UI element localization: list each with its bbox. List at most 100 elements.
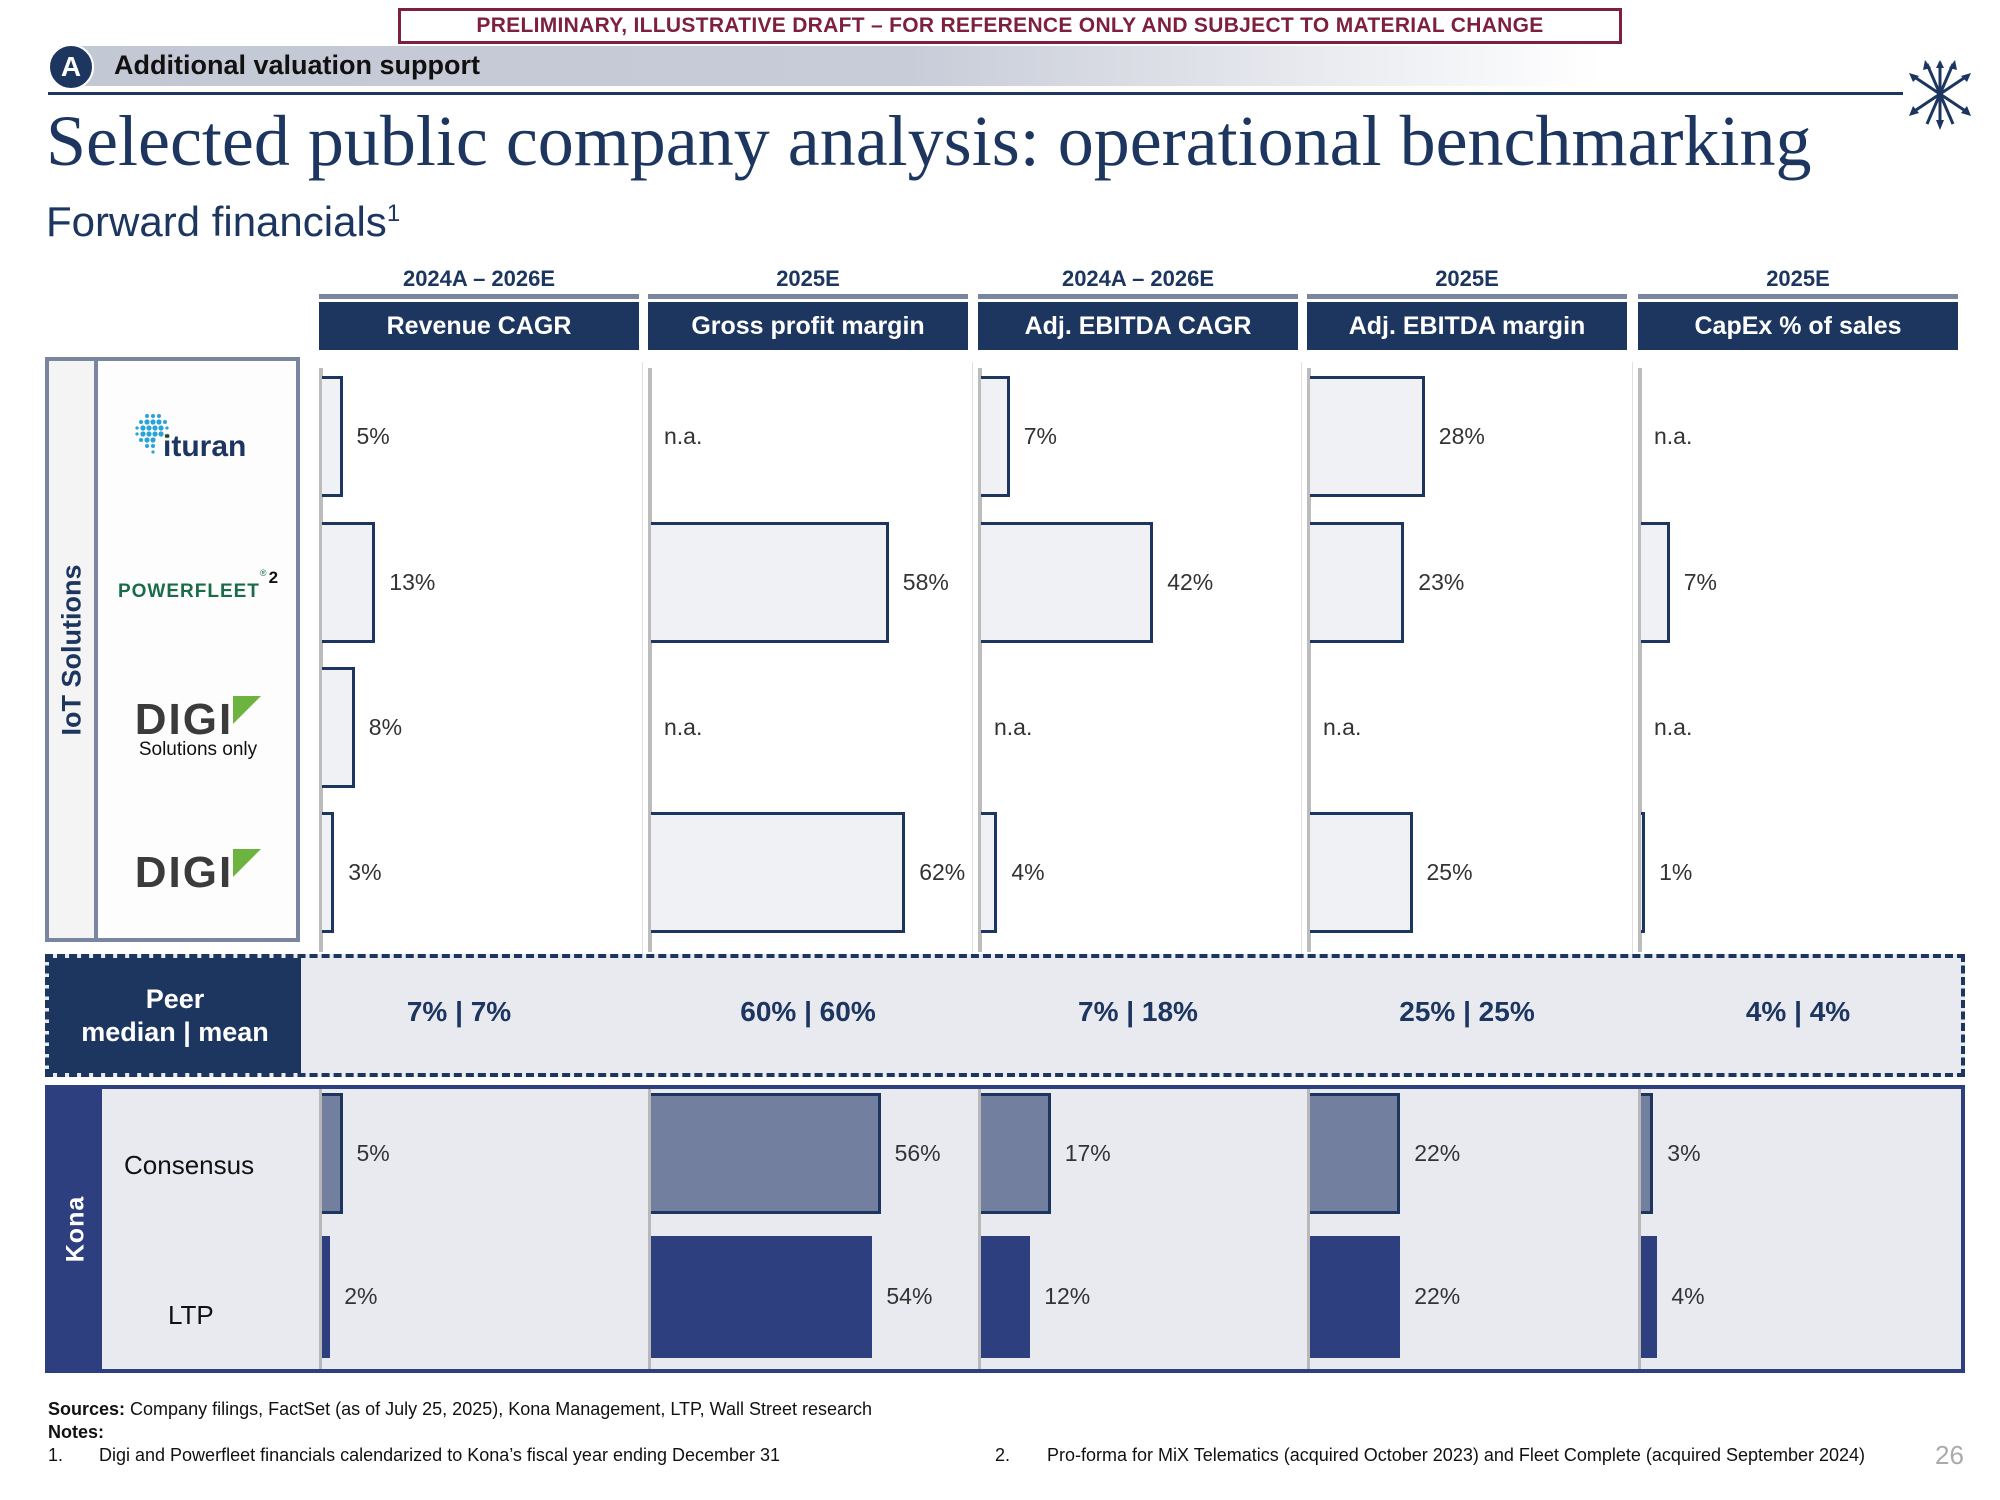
- peer-value-label: 7%: [1023, 422, 1057, 449]
- kona-axis: [648, 1089, 651, 1369]
- digi-triangle-icon: [233, 696, 262, 724]
- metric-rule: [319, 294, 639, 299]
- iot-solutions-label-text: IoT Solutions: [56, 564, 86, 735]
- peer-value-label: 7%: [1683, 568, 1717, 595]
- metric-period: 2025E: [1435, 266, 1499, 291]
- metric-period: 2025E: [776, 266, 840, 291]
- arrows-sheaf-icon: [1909, 60, 1971, 130]
- sources-text: Company filings, FactSet (as of July 25,…: [130, 1399, 873, 1419]
- consensus-value-label: 17%: [1064, 1139, 1111, 1166]
- peer-bar: [1310, 522, 1405, 643]
- ltp-bar: [981, 1236, 1031, 1358]
- metric-period: 2024A – 2026E: [1061, 266, 1215, 291]
- peer-stat-value: 60% | 60%: [740, 996, 876, 1027]
- consensus-value-label: 22%: [1414, 1139, 1461, 1166]
- consensus-bar: [1641, 1093, 1654, 1214]
- na-label: n.a.: [664, 713, 703, 740]
- peer-stats-label: Peer median | mean: [49, 958, 301, 1073]
- consensus-value-label: 56%: [894, 1139, 941, 1166]
- consensus-bar: [322, 1093, 343, 1214]
- ltp-value-label: 22%: [1414, 1283, 1461, 1309]
- metric-header: CapEx % of sales: [1638, 302, 1958, 350]
- metric-header: Gross profit margin: [648, 302, 968, 350]
- peer-bar: [981, 812, 998, 933]
- page-title: Selected public company analysis: operat…: [46, 101, 1812, 181]
- ltp-value-label: 2%: [344, 1283, 378, 1309]
- peer-value-label: 23%: [1418, 568, 1465, 595]
- peer-axis: [978, 368, 982, 952]
- column-separator: [642, 362, 643, 962]
- peer-value-label: 58%: [902, 568, 949, 595]
- header-rule: [48, 92, 1903, 95]
- peer-value-label: 42%: [1167, 568, 1214, 595]
- sources-label: Sources:: [48, 1399, 126, 1419]
- kona-axis: [978, 1089, 981, 1369]
- peer-bar: [651, 812, 906, 933]
- peer-value-label: 1%: [1659, 858, 1693, 885]
- peer-value-label: 8%: [368, 713, 403, 740]
- ltp-bar: [651, 1236, 873, 1358]
- metric-header: Adj. EBITDA CAGR: [978, 302, 1298, 350]
- metric-rule: [1307, 294, 1627, 299]
- na-label: n.a.: [664, 422, 703, 449]
- peer-bar: [322, 522, 376, 643]
- powerfleet-wordmark: POWERFLEET: [117, 581, 260, 602]
- ltp-value-label: 54%: [886, 1283, 933, 1309]
- digi-wordmark: DIGI: [134, 848, 234, 897]
- svg-text:ituran: ituran: [163, 430, 246, 463]
- peer-value-label: 4%: [1011, 858, 1045, 885]
- peer-bar: [1310, 376, 1425, 497]
- section-badge: A: [48, 44, 94, 90]
- kona-axis: [319, 1089, 322, 1369]
- column-separator: [972, 362, 973, 962]
- metric-rule: [1638, 294, 1958, 299]
- powerfleet-logo: POWERFLEET ® 2: [100, 568, 296, 603]
- peer-stat-value: 7% | 18%: [1078, 996, 1198, 1027]
- section-title: Additional valuation support: [114, 50, 480, 80]
- ituran-logo: ituran: [100, 408, 296, 473]
- ituran-dots-icon: ituran: [135, 414, 246, 463]
- metric-header: Adj. EBITDA margin: [1307, 302, 1627, 350]
- peer-bar: [651, 522, 889, 643]
- peer-value-label: 5%: [356, 422, 390, 449]
- digi-wordmark: DIGI: [134, 695, 234, 744]
- peer-stats-label-line2: median | mean: [81, 1016, 269, 1047]
- na-label: n.a.: [1654, 713, 1693, 740]
- peer-bar: [322, 812, 335, 933]
- subtitle-footnote: 1: [386, 200, 401, 227]
- ltp-bar: [1641, 1236, 1658, 1358]
- column-separator: [1632, 362, 1633, 962]
- kona-axis: [1638, 1089, 1641, 1369]
- kona-label: Kona: [61, 1195, 89, 1263]
- iot-solutions-label: IoT Solutions: [49, 361, 94, 938]
- kona-strip: Kona: [49, 1089, 102, 1369]
- digi-solutions-note: Solutions only: [138, 739, 258, 760]
- na-label: n.a.: [1323, 713, 1362, 740]
- na-label: n.a.: [994, 713, 1033, 740]
- page-number: 26: [1935, 1440, 1964, 1470]
- registered-mark: ®: [259, 568, 267, 578]
- note-2-text: Pro-forma for MiX Telematics (acquired O…: [1047, 1445, 1866, 1465]
- peer-axis: [319, 368, 323, 952]
- consensus-bar: [651, 1093, 881, 1214]
- peer-bar: [322, 376, 343, 497]
- kona-row-label-ltp: LTP: [168, 1300, 214, 1330]
- column-separator: [1301, 362, 1302, 962]
- ltp-bar: [1310, 1236, 1401, 1358]
- digi-triangle-icon: [233, 849, 262, 877]
- metric-rule: [648, 294, 968, 299]
- subtitle-text: Forward financials: [46, 198, 387, 245]
- kona-row-label-consensus: Consensus: [124, 1150, 255, 1180]
- kona-axis: [1307, 1089, 1310, 1369]
- peer-value-label: 28%: [1438, 422, 1485, 449]
- note-2-num: 2.: [995, 1445, 1011, 1465]
- peer-bar: [1641, 812, 1646, 933]
- consensus-bar: [981, 1093, 1051, 1214]
- peer-bar: [1641, 522, 1670, 643]
- peer-stat-value: 7% | 7%: [406, 996, 512, 1027]
- peer-stat-value: 4% | 4%: [1745, 996, 1851, 1027]
- peer-stat-value: 25% | 25%: [1399, 996, 1535, 1027]
- peer-bar: [981, 376, 1010, 497]
- peer-value-label: 25%: [1426, 858, 1473, 885]
- note-1-text: Digi and Powerfleet financials calendari…: [99, 1445, 781, 1465]
